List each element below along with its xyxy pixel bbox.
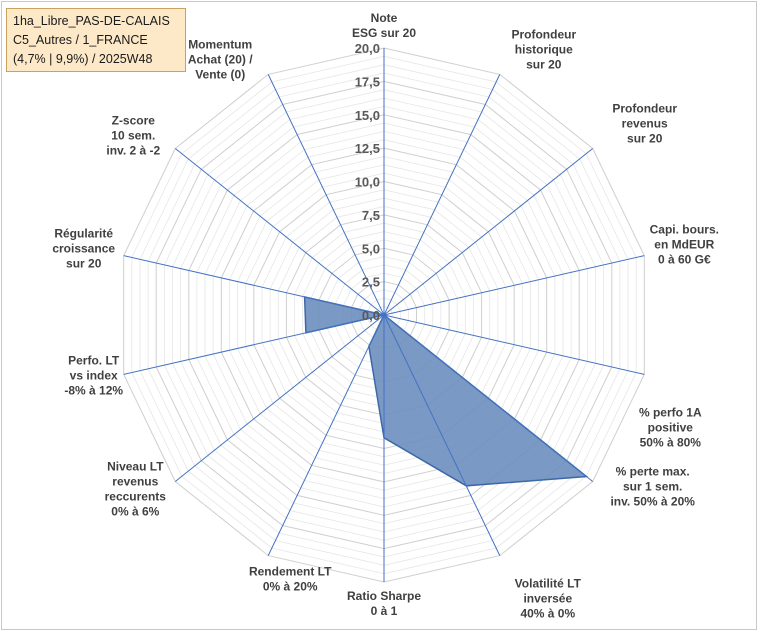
axis-label-line: revenus [622,117,668,131]
axis-label-line: vs index [70,368,118,382]
axis-label-line: sur 20 [66,257,102,271]
axis-label-line: -8% à 12% [64,383,123,397]
axis-label-line: historique [515,42,573,56]
axis-label-line: inversée [523,592,572,606]
axis-label-line: 0% à 6% [111,505,159,519]
axis-label-line: Vente (0) [195,67,245,81]
axis-label-line: Volatilité LT [515,577,582,591]
axis-label-line: Profondeur [511,27,576,41]
axis-label-line: sur 1 sem. [623,480,682,494]
axis-spoke [383,255,645,316]
axis-label-line: 0% à 20% [263,580,318,594]
axis-label-line: ESG sur 20 [352,26,416,40]
axis-label-line: inv. 50% à 20% [610,495,695,509]
axis-label-5: % perte max.sur 1 sem.inv. 50% à 20% [610,465,695,509]
axis-label-line: Niveau LT [107,460,164,474]
axis-label-line: 0 à 60 G€ [658,253,711,267]
axis-label-line: Perfo. LT [68,353,120,367]
axis-spoke [383,314,645,375]
tick-label: 10,0 [355,175,380,190]
tick-label: 20,0 [355,41,380,56]
axis-label-line: inv. 2 à -2 [106,144,160,158]
tick-label: 0,0 [362,308,380,323]
axis-label-line: positive [648,420,694,434]
axis-label-line: Achat (20) / [188,52,253,66]
axis-spoke [174,314,385,482]
tick-label: 15,0 [355,108,380,123]
axis-label-line: 50% à 80% [640,435,702,449]
tick-label: 5,0 [362,241,380,256]
info-box: 1ha_Libre_PAS-DE-CALAIS C5_Autres / 1_FR… [6,8,186,72]
tick-label: 7,5 [362,208,380,223]
axis-spoke [123,314,385,375]
spoke-layer [123,48,645,582]
axis-spoke [174,148,385,316]
axis-label-line: Rendement LT [249,565,332,579]
axis-label-line: revenus [112,475,158,489]
axis-label-line: Profondeur [612,102,677,116]
tick-label: 12,5 [355,141,380,156]
axis-label-line: Z-score [112,114,156,128]
tick-label: 17,5 [355,74,380,89]
axis-label-8: Rendement LT0% à 20% [249,565,332,594]
axis-spoke [383,74,501,316]
axis-label-line: 0 à 1 [371,604,398,618]
axis-label-line: % perfo 1A [639,405,702,419]
info-line-3: (4,7% | 9,9%) / 2025W48 [13,52,153,66]
axis-label-line: Note [371,11,398,25]
axis-label-line: Momentum [188,37,252,51]
axis-label-line: croissance [52,242,115,256]
axis-label-line: 40% à 0% [520,607,575,621]
info-line-2: C5_Autres / 1_FRANCE [13,33,148,47]
axis-spoke [123,255,385,316]
axis-spoke [267,74,385,316]
axis-spoke [383,314,594,482]
axis-label-line: reccurents [105,490,167,504]
axis-label-line: 10 sem. [111,129,155,143]
axis-label-line: en MdEUR [654,238,714,252]
axis-label-line: sur 20 [526,57,562,71]
tick-layer: 0,0 2,5 5,0 7,5 10,0 12,5 15,0 17,5 20,0 [355,41,380,323]
axis-label-line: Ratio Sharpe [347,589,421,603]
axis-label-line: Régularité [54,227,113,241]
axis-label-line: sur 20 [627,132,663,146]
axis-label-line: Capi. bours. [650,223,719,237]
axis-spoke [267,314,385,556]
axis-label-line: % perte max. [616,465,690,479]
axis-spoke [383,314,501,556]
info-line-1: 1ha_Libre_PAS-DE-CALAIS [13,14,170,28]
tick-label: 2,5 [362,275,380,290]
axis-spoke [383,148,594,316]
